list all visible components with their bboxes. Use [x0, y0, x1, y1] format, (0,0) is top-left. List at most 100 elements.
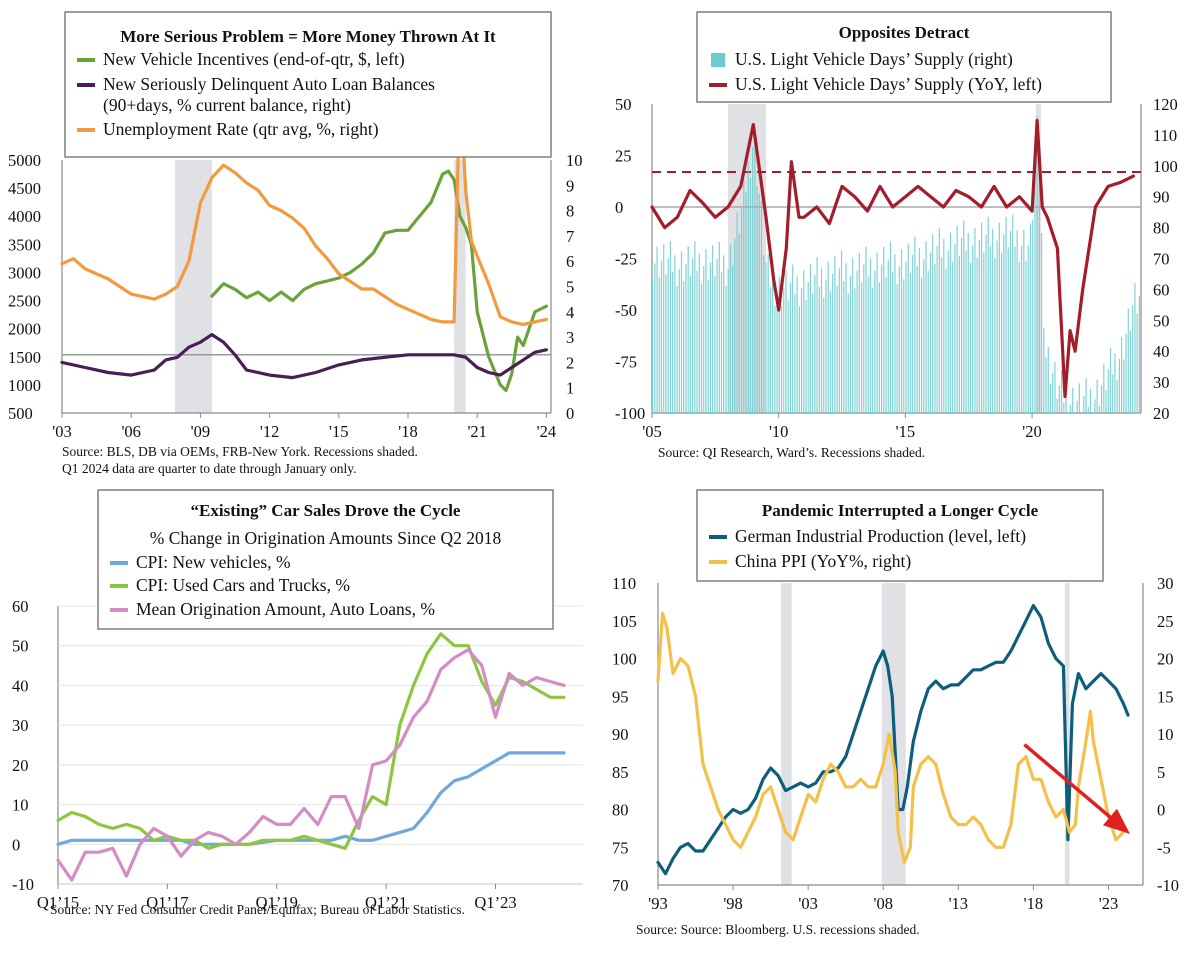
bar — [714, 275, 716, 413]
chart-panel-2: 50 25 0 -25 -50 -75 -100 120 110 100 90 80 70 60 50 40 3… — [615, 11, 1178, 460]
bar — [740, 206, 743, 413]
y-left-tick-label: 30 — [12, 716, 29, 735]
bar — [1040, 232, 1043, 413]
bar — [700, 283, 703, 413]
bar — [1036, 116, 1038, 413]
x-tick-label: '18 — [398, 422, 417, 441]
bar — [943, 239, 945, 413]
bar — [676, 286, 678, 413]
bar — [1058, 385, 1060, 413]
bar — [905, 261, 907, 413]
bar — [758, 193, 760, 413]
x-tick-label: Q1’19 — [256, 893, 298, 912]
chart-title: Pandemic Interrupted a Longer Cycle — [762, 501, 1039, 520]
bar — [707, 279, 709, 413]
bar — [880, 264, 883, 413]
bar — [978, 240, 980, 413]
x-tick-label: '23 — [1099, 894, 1118, 913]
bar — [949, 232, 952, 413]
bar — [678, 268, 680, 413]
bar — [1065, 387, 1067, 413]
bar — [660, 260, 663, 413]
bar — [794, 294, 796, 413]
trend-arrow-head — [1102, 808, 1130, 834]
y-right-tick-label: 90 — [1153, 188, 1170, 207]
x-tick-label: '05 — [642, 422, 661, 441]
legend-label: U.S. Light Vehicle Days’ Supply (right) — [735, 49, 1013, 69]
bar — [938, 227, 940, 413]
x-tick-label: '18 — [1024, 894, 1043, 913]
bar — [1045, 357, 1047, 413]
y-right-tick-label: 120 — [1153, 95, 1178, 114]
bar — [1025, 261, 1027, 413]
bar — [854, 288, 856, 413]
y-right-tick-label: 40 — [1153, 342, 1170, 361]
bar — [663, 243, 665, 413]
bar — [820, 268, 823, 413]
y-left-tick-label: 110 — [612, 574, 636, 593]
y-right-tick-label: 80 — [1153, 219, 1170, 238]
bar — [1118, 358, 1120, 413]
bar — [1000, 252, 1003, 413]
bar — [752, 147, 754, 414]
bar — [778, 276, 780, 413]
bar — [1034, 167, 1036, 413]
y-right-tick-label: 10 — [1157, 725, 1174, 744]
bar — [1003, 234, 1005, 413]
legend-box — [696, 11, 1112, 103]
bar — [1007, 247, 1009, 413]
bar — [894, 254, 896, 413]
bar — [996, 240, 998, 413]
bar — [720, 272, 723, 413]
bar — [769, 287, 772, 413]
x-tick-label: '21 — [467, 422, 486, 441]
recession-band — [1064, 583, 1070, 885]
x-tick-label: '24 — [537, 422, 556, 441]
y-right-tick-label: 0 — [1157, 801, 1165, 820]
bar — [925, 241, 927, 413]
bar — [789, 282, 792, 413]
bar — [1047, 346, 1049, 413]
bar — [1125, 333, 1127, 413]
bar — [760, 200, 763, 413]
y-right-tick-label: 15 — [1157, 687, 1174, 706]
bar — [1027, 245, 1029, 413]
y-left-tick-label: 1500 — [8, 348, 41, 367]
bar — [896, 284, 898, 413]
bar — [985, 234, 987, 413]
bar — [692, 258, 694, 413]
bar — [892, 271, 894, 413]
bar — [909, 272, 912, 413]
bar — [903, 279, 905, 413]
bar — [1056, 398, 1058, 413]
bar — [863, 264, 865, 413]
bar — [1052, 372, 1054, 413]
bar — [883, 246, 885, 413]
bar — [703, 265, 705, 413]
bar — [934, 263, 936, 413]
x-tick-label: '13 — [949, 894, 968, 913]
bar — [912, 254, 914, 413]
y-left-tick-label: 105 — [612, 612, 637, 631]
bar — [992, 228, 994, 413]
y-right-tick-label: 4 — [566, 303, 574, 322]
bar — [818, 286, 820, 413]
bar — [743, 175, 745, 413]
y-left-tick-label: 3500 — [8, 235, 41, 254]
bar — [838, 268, 840, 413]
bar — [845, 263, 847, 413]
bar — [738, 233, 740, 413]
bar — [1116, 379, 1118, 413]
x-tick-label: '20 — [1022, 422, 1041, 441]
x-tick-label: '06 — [121, 422, 140, 441]
y-left-tick-label: -75 — [615, 353, 637, 372]
bar — [776, 291, 778, 413]
trend-arrow — [1023, 743, 1121, 826]
bar — [1018, 261, 1020, 413]
bar — [1029, 223, 1032, 413]
bar — [814, 275, 816, 413]
bar — [798, 306, 800, 413]
bar — [812, 293, 814, 413]
